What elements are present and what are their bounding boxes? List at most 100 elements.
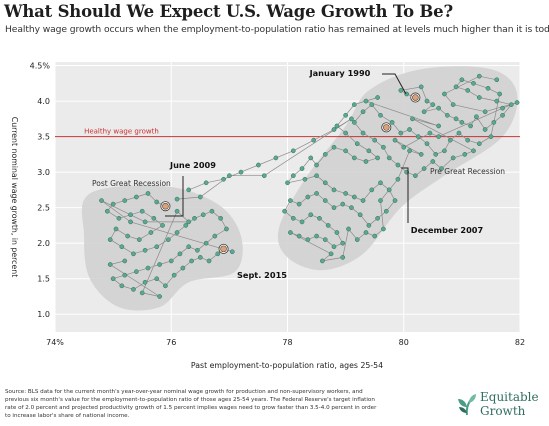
- data-point: [357, 212, 363, 218]
- data-point: [340, 255, 346, 260]
- data-point: [436, 123, 441, 129]
- data-point: [261, 173, 267, 179]
- data-point: [163, 283, 168, 289]
- data-point: [165, 237, 171, 242]
- data-point: [430, 159, 436, 164]
- data-point: [305, 237, 311, 242]
- x-axis-label: Past employment-to-population ratio, age…: [191, 361, 383, 370]
- data-point: [366, 223, 372, 228]
- data-point: [145, 191, 151, 196]
- data-point: [462, 152, 468, 157]
- data-point: [375, 155, 380, 161]
- data-point: [500, 105, 505, 111]
- data-point: [363, 98, 369, 104]
- data-point: [465, 88, 471, 93]
- source-line: to increase labor's share of national in…: [5, 413, 130, 419]
- data-point: [282, 208, 287, 214]
- data-point: [221, 176, 226, 182]
- data-point: [145, 265, 151, 271]
- data-point: [386, 187, 392, 193]
- data-point: [363, 159, 369, 164]
- data-point: [136, 237, 142, 242]
- data-point: [314, 233, 319, 239]
- data-point: [465, 137, 471, 143]
- data-point: [154, 244, 160, 250]
- data-point: [296, 233, 302, 239]
- data-point: [360, 130, 366, 136]
- data-point: [227, 173, 232, 179]
- data-point: [471, 148, 476, 154]
- data-point: [183, 223, 189, 228]
- y-tick-label: 4.0: [37, 97, 50, 106]
- data-point: [375, 215, 380, 221]
- data-point: [401, 144, 407, 150]
- source-line: previous six month's value for the emplo…: [5, 397, 375, 403]
- x-tick-label: 74%: [46, 338, 64, 347]
- data-point: [224, 226, 229, 232]
- data-point: [116, 215, 122, 221]
- y-axis-label: Current nominal wage growth, in percent: [10, 117, 19, 278]
- data-point: [174, 196, 180, 202]
- data-point: [340, 240, 346, 246]
- data-point: [351, 155, 357, 161]
- data-point: [415, 134, 421, 139]
- data-point: [485, 85, 491, 91]
- data-point: [142, 219, 148, 225]
- data-point: [351, 120, 357, 125]
- data-point: [200, 212, 206, 218]
- data-point: [186, 244, 192, 250]
- data-point: [343, 112, 348, 118]
- data-point: [369, 187, 375, 193]
- data-point: [343, 130, 348, 136]
- data-point: [471, 80, 476, 86]
- x-tick-label: 76: [166, 338, 176, 347]
- data-point: [186, 219, 192, 225]
- x-tick-labels: 74% 76 78 80 82: [46, 338, 525, 347]
- data-point: [343, 191, 348, 196]
- data-point: [177, 251, 183, 257]
- data-point: [299, 219, 305, 225]
- data-point: [311, 137, 317, 143]
- data-point: [125, 233, 131, 239]
- data-point: [212, 233, 218, 239]
- data-point: [331, 127, 337, 132]
- data-point: [433, 152, 439, 157]
- data-point: [195, 247, 200, 253]
- data-point: [351, 194, 357, 200]
- data-point: [360, 198, 366, 203]
- data-point: [142, 279, 148, 285]
- data-point: [468, 123, 473, 129]
- highlight-point: [162, 202, 169, 210]
- data-point: [459, 77, 465, 83]
- data-point: [459, 120, 465, 125]
- data-point: [424, 141, 430, 147]
- data-point: [322, 180, 328, 186]
- data-point: [203, 240, 209, 246]
- highlight-point: [383, 124, 390, 131]
- data-point: [456, 130, 462, 136]
- data-point: [107, 237, 113, 242]
- data-point: [131, 251, 136, 257]
- annotation-leader-line: [401, 167, 409, 223]
- data-point: [360, 109, 366, 115]
- data-point: [288, 230, 293, 235]
- data-point: [375, 95, 380, 100]
- data-point: [497, 91, 503, 97]
- data-point: [442, 148, 447, 154]
- data-point: [119, 244, 125, 250]
- annotation-label: Sept. 2015: [237, 270, 287, 280]
- data-point: [389, 120, 395, 125]
- data-point: [290, 173, 296, 179]
- data-point: [99, 198, 104, 203]
- data-point: [107, 262, 113, 267]
- data-point: [256, 162, 261, 168]
- data-point: [299, 166, 305, 171]
- data-point: [410, 116, 415, 122]
- data-point: [128, 212, 133, 218]
- data-point: [104, 208, 110, 214]
- chart-subtitle: Healthy wage growth occurs when the empl…: [5, 24, 549, 35]
- data-point: [157, 294, 162, 299]
- data-point: [171, 272, 177, 278]
- data-point: [421, 109, 427, 115]
- data-point: [354, 237, 360, 242]
